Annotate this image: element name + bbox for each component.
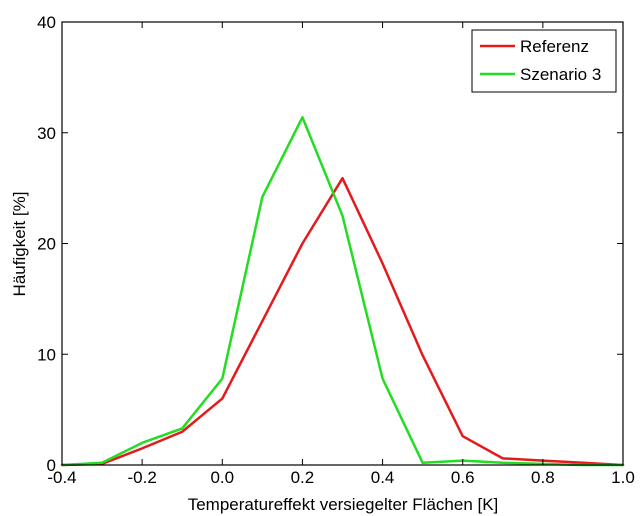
legend-box [471,29,617,93]
series-line-referenz [60,176,625,467]
x-axis-title: Temperatureffekt versiegelter Flächen [K… [188,495,499,514]
y-tick-label: 30 [37,124,56,143]
plot-area-background [62,22,623,465]
y-tick-label: 10 [37,345,56,364]
y-tick-label: 20 [37,235,56,254]
legend-label-szenario-3: Szenario 3 [520,65,601,84]
x-tick-label: 0.4 [371,468,395,487]
x-tick-label: 0.8 [531,468,555,487]
x-tick-label: -0.4 [47,468,76,487]
legend: Referenz Szenario 3 [471,29,617,93]
y-tick-label: 40 [37,13,56,32]
y-tick-label: 0 [47,456,56,475]
x-tick-label: -0.2 [127,468,156,487]
series-layer [60,116,625,467]
legend-label-referenz: Referenz [520,37,589,56]
y-axis-title: Häufigkeit [%] [10,192,29,297]
plot-area-frame [61,21,624,466]
x-tick-label: 1.0 [611,468,635,487]
tick-labels-layer: -0.4 -0.2 0.0 0.2 0.4 0.6 0.8 1.0 0 10 20 30 40 [37,13,635,487]
series-line-szenario-3 [60,116,625,467]
x-tick-label: 0.6 [451,468,475,487]
x-tick-label: 0.2 [291,468,315,487]
x-tick-label: 0.0 [210,468,234,487]
